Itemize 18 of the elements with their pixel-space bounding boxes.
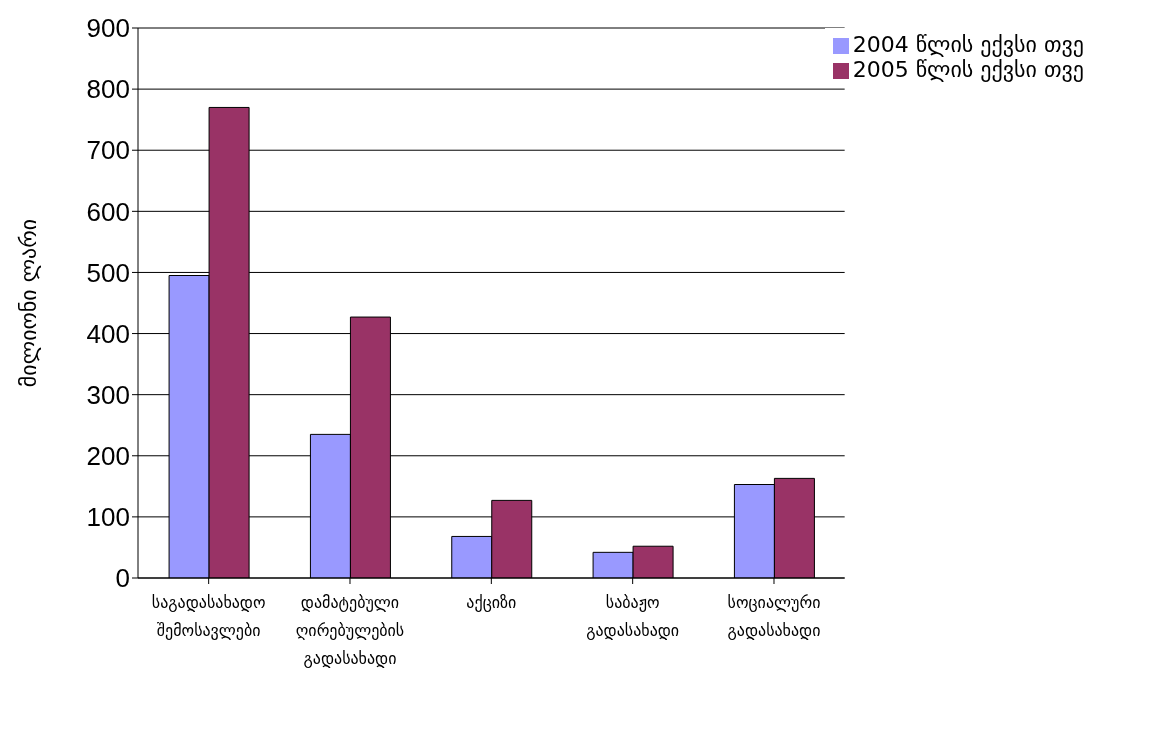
y-tick-label: 600 — [86, 196, 130, 227]
y-axis-title: მილიონი ლარი — [15, 218, 41, 388]
x-tick-label: საბაჟო გადასახადი — [586, 593, 680, 640]
y-tick-label: 0 — [115, 563, 130, 594]
y-tick-label: 300 — [86, 379, 130, 410]
x-tick-label: დამატებული ღირებულების გადასახადი — [295, 593, 405, 668]
y-tick-label: 100 — [86, 502, 130, 533]
x-tick-label: სოციალური გადასახადი — [727, 593, 821, 640]
y-tick-label: 200 — [86, 441, 130, 472]
y-tick-label: 800 — [86, 74, 130, 105]
y-tick-label: 400 — [86, 318, 130, 349]
y-tick-label: 500 — [86, 257, 130, 288]
y-tick-label: 700 — [86, 135, 130, 166]
x-tick-label: საგადასახადო შემოსავლები — [151, 593, 266, 640]
legend-label: 2005 წლის ექვსი თვე — [852, 57, 1084, 82]
x-tick-label: აქციზი — [466, 593, 517, 612]
legend-label: 2004 წლის ექვსი თვე — [852, 32, 1084, 57]
y-tick-label: 900 — [86, 13, 130, 44]
